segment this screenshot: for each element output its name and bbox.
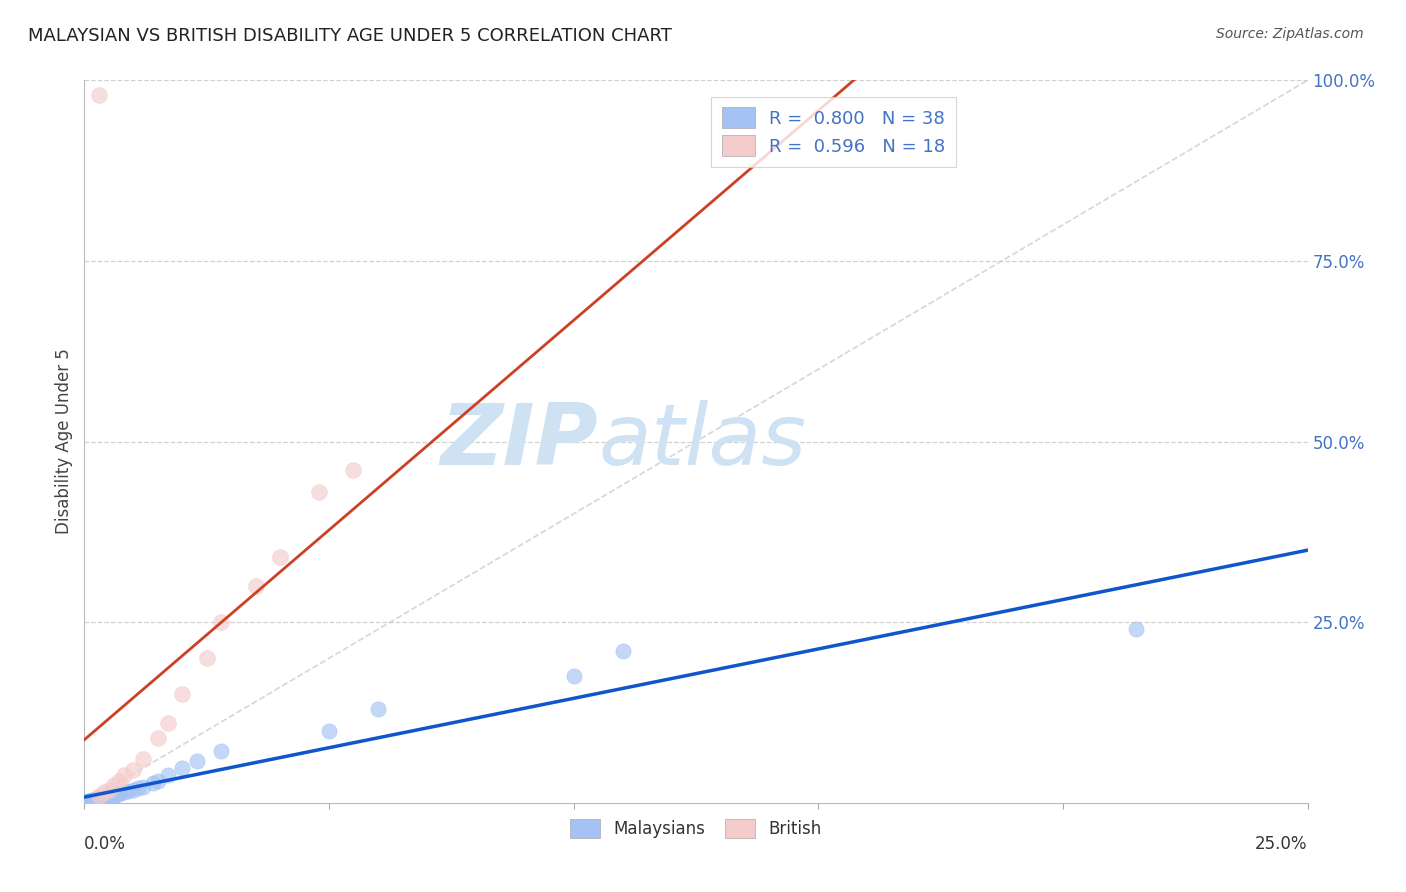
- Point: [107, 786, 129, 800]
- Point: [77, 794, 100, 808]
- Point: [186, 754, 208, 768]
- Text: ZIP: ZIP: [440, 400, 598, 483]
- Point: [107, 774, 129, 789]
- Point: [562, 669, 585, 683]
- Point: [87, 792, 110, 806]
- Point: [172, 761, 194, 775]
- Point: [83, 793, 105, 807]
- Point: [87, 791, 110, 805]
- Point: [83, 792, 105, 806]
- Point: [97, 790, 120, 805]
- Point: [342, 463, 364, 477]
- Point: [612, 644, 634, 658]
- Point: [97, 789, 120, 804]
- Point: [83, 793, 105, 807]
- Point: [93, 790, 115, 805]
- Text: 0.0%: 0.0%: [84, 835, 127, 854]
- Point: [122, 782, 145, 797]
- Point: [77, 794, 100, 808]
- Point: [367, 702, 389, 716]
- Point: [112, 768, 135, 782]
- Text: 25.0%: 25.0%: [1256, 835, 1308, 854]
- Point: [93, 785, 115, 799]
- Point: [172, 687, 194, 701]
- Point: [209, 744, 232, 758]
- Point: [107, 787, 129, 801]
- Point: [142, 775, 165, 789]
- Point: [97, 789, 120, 803]
- Point: [77, 794, 100, 808]
- Point: [103, 788, 125, 802]
- Text: atlas: atlas: [598, 400, 806, 483]
- Point: [245, 579, 267, 593]
- Text: Source: ZipAtlas.com: Source: ZipAtlas.com: [1216, 27, 1364, 41]
- Point: [103, 778, 125, 792]
- Point: [103, 789, 125, 803]
- Point: [1125, 623, 1147, 637]
- Point: [97, 782, 120, 797]
- Point: [93, 790, 115, 805]
- Point: [318, 723, 340, 738]
- Point: [93, 790, 115, 805]
- Point: [87, 87, 110, 102]
- Point: [209, 615, 232, 630]
- Point: [132, 752, 155, 766]
- Point: [112, 785, 135, 799]
- Point: [76, 794, 98, 808]
- Point: [87, 791, 110, 805]
- Point: [127, 781, 149, 796]
- Point: [122, 764, 145, 778]
- Y-axis label: Disability Age Under 5: Disability Age Under 5: [55, 349, 73, 534]
- Point: [195, 651, 218, 665]
- Point: [117, 783, 139, 797]
- Point: [269, 550, 291, 565]
- Point: [146, 774, 169, 789]
- Point: [83, 794, 105, 808]
- Legend: Malaysians, British: Malaysians, British: [564, 813, 828, 845]
- Point: [87, 792, 110, 806]
- Text: MALAYSIAN VS BRITISH DISABILITY AGE UNDER 5 CORRELATION CHART: MALAYSIAN VS BRITISH DISABILITY AGE UNDE…: [28, 27, 672, 45]
- Point: [156, 716, 179, 731]
- Point: [308, 485, 330, 500]
- Point: [156, 768, 179, 782]
- Point: [87, 789, 110, 803]
- Point: [132, 780, 155, 794]
- Point: [146, 731, 169, 745]
